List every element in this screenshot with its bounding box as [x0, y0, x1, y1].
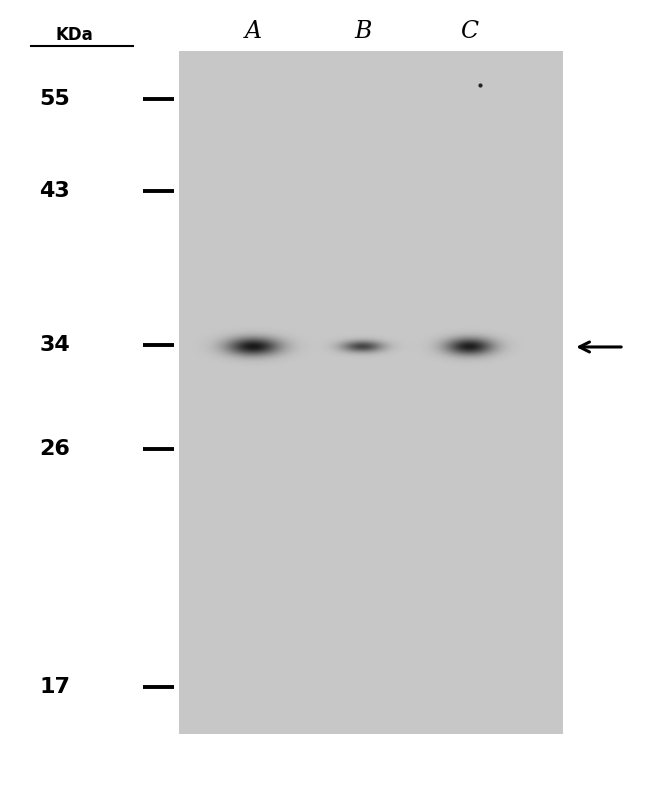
Text: A: A [245, 21, 262, 43]
Text: 43: 43 [40, 180, 70, 201]
Text: 26: 26 [40, 438, 70, 459]
Text: B: B [354, 21, 371, 43]
Bar [179, 52, 562, 734]
Text: KDa: KDa [56, 25, 94, 44]
Text: 55: 55 [40, 89, 70, 110]
Text: C: C [460, 21, 478, 43]
Text: 34: 34 [40, 335, 70, 356]
Text: 17: 17 [39, 676, 70, 697]
